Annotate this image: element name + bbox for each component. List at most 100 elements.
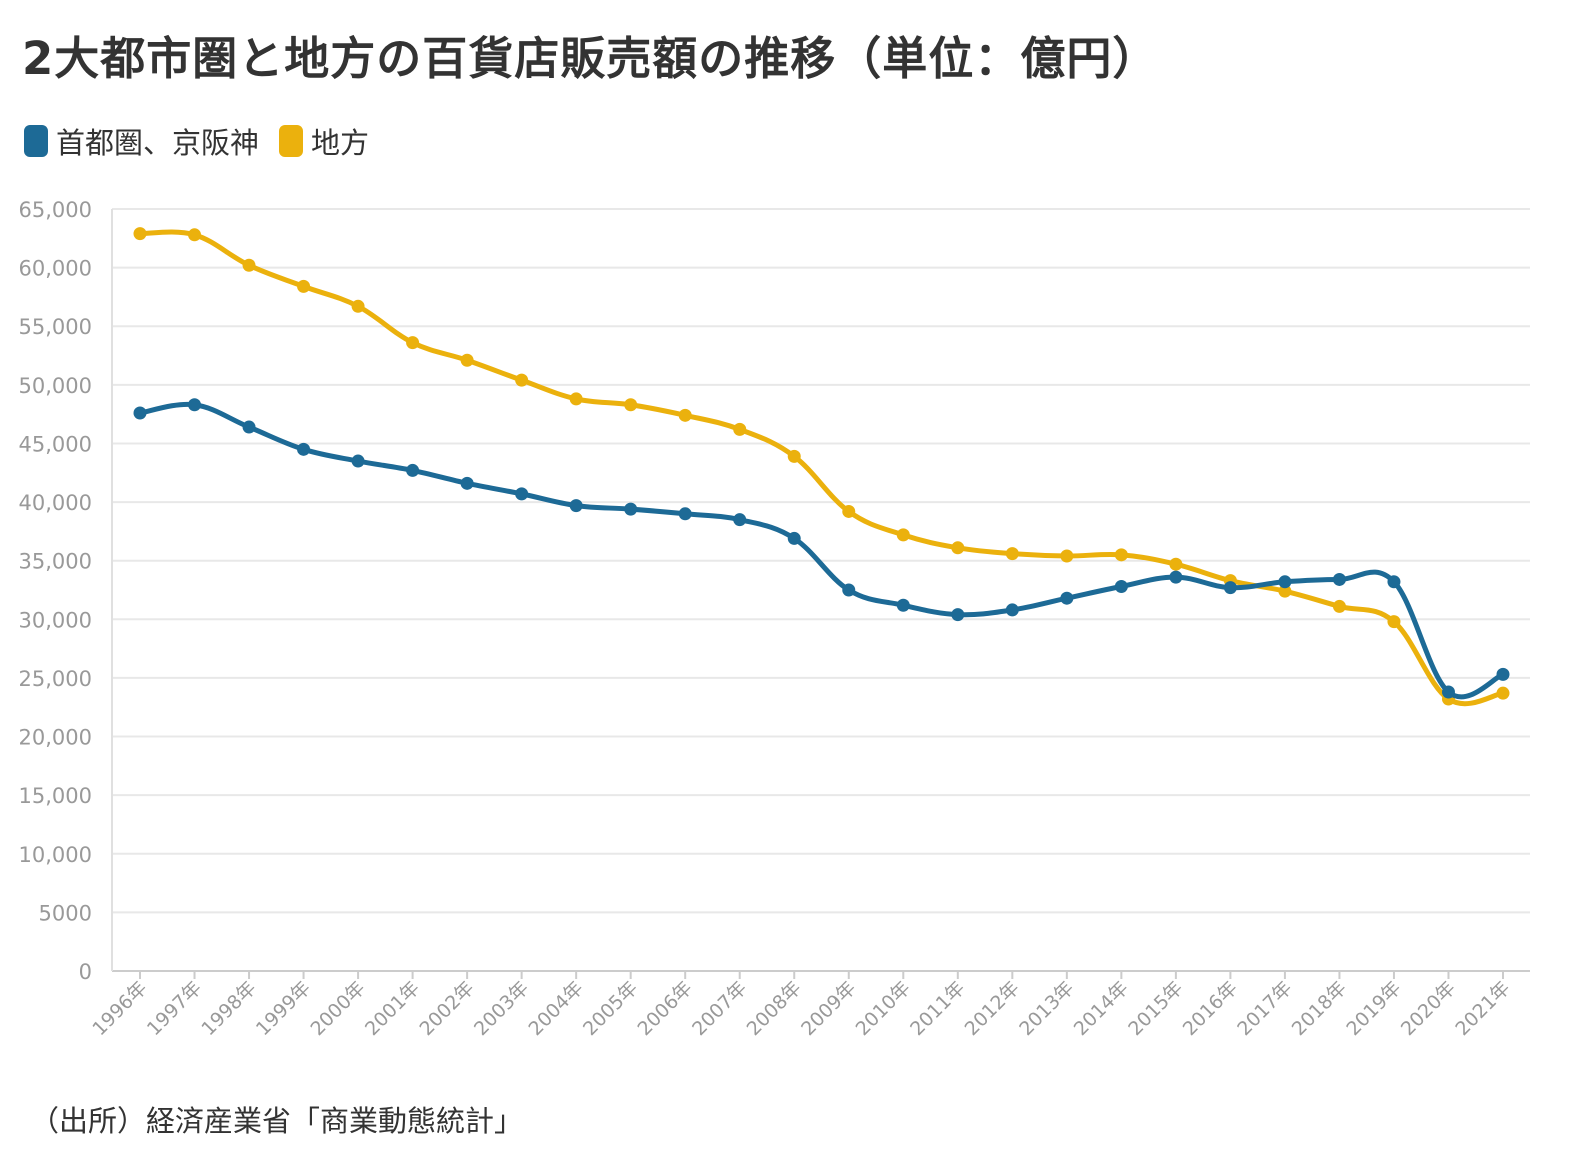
y-tick-label: 60,000 [19,257,92,281]
data-point-regional [787,449,801,463]
legend-item-regional[interactable]: 地方 [279,120,369,162]
x-tick-label: 2002年 [415,977,478,1040]
data-point-regional [515,373,529,387]
y-tick-label: 5000 [39,901,92,925]
y-tick-label: 50,000 [19,374,92,398]
data-point-regional [406,336,420,350]
data-point-regional [569,392,583,406]
x-tick-label: 2007年 [688,977,751,1040]
legend-label-metro: 首都圏、京阪神 [56,126,260,160]
data-point-regional [297,279,311,293]
x-tick-label: 2014年 [1070,977,1133,1040]
data-point-regional [351,299,365,313]
data-point-metro [1005,603,1019,617]
data-point-regional [1496,686,1510,700]
x-tick-label: 1996年 [88,977,151,1040]
data-point-metro [951,608,965,622]
x-tick-label: 2003年 [470,977,533,1040]
data-point-metro [569,499,583,513]
data-point-regional [188,228,202,242]
legend-swatch-metro [24,125,48,157]
data-point-regional [951,541,965,555]
data-point-metro [1114,579,1128,593]
data-point-regional [1060,549,1074,563]
x-tick-label: 2013年 [1015,977,1078,1040]
legend-swatch-regional [279,125,304,157]
data-point-regional [678,408,692,422]
x-tick-label: 2006年 [634,977,697,1040]
chart-title: 2大都市圏と地方の百貨店販売額の推移（単位：億円） [22,32,1159,85]
data-point-metro [406,463,420,477]
series-line-metro [137,401,1506,700]
data-point-metro [297,442,311,456]
data-point-metro [515,487,529,501]
data-point-metro [1278,575,1292,589]
x-tick-label: 2009年 [797,977,860,1040]
y-tick-label: 65,000 [19,198,92,222]
x-tick-label: 2004年 [525,977,588,1040]
x-tick-label: 2008年 [743,977,806,1040]
data-point-regional [1332,599,1346,613]
x-tick-label: 2019年 [1342,977,1405,1040]
data-point-regional [1387,615,1401,629]
data-point-regional [896,528,910,542]
data-point-regional [133,227,147,241]
data-point-metro [1332,572,1346,586]
data-point-regional [1278,584,1292,598]
x-tick-label: 1999年 [252,977,315,1040]
data-point-metro [351,454,365,468]
y-tick-label: 45,000 [19,432,92,456]
series-line-regional [137,229,1506,707]
data-point-metro [1496,667,1510,681]
data-point-metro [733,513,747,527]
legend-item-metro[interactable]: 首都圏、京阪神 [24,120,259,162]
x-tick-label: 2000年 [306,977,369,1040]
data-point-metro [460,476,474,490]
data-point-regional [1169,557,1183,571]
data-point-metro [1060,591,1074,605]
y-tick-label: 0 [79,960,92,984]
data-point-regional [242,258,256,272]
x-tick-label: 2017年 [1233,977,1296,1040]
data-point-metro [842,583,856,597]
data-point-regional [1005,547,1019,561]
data-point-metro [624,502,638,516]
y-tick-label: 10,000 [19,843,92,867]
data-point-regional [460,353,474,367]
x-tick-label: 1998年 [197,977,260,1040]
data-point-metro [787,531,801,545]
y-tick-label: 25,000 [19,667,92,691]
x-tick-label: 2005年 [579,977,642,1040]
chart-legend: 首都圏、京阪神 地方 [24,120,389,162]
x-tick-label: 2011年 [906,977,969,1040]
data-point-metro [896,598,910,612]
data-point-regional [1114,548,1128,562]
y-tick-label: 55,000 [19,315,92,339]
x-tick-label: 2021年 [1451,977,1514,1040]
y-tick-label: 30,000 [19,608,92,632]
y-tick-label: 15,000 [19,784,92,808]
data-point-regional [624,398,638,412]
x-tick-label: 2018年 [1288,977,1351,1040]
data-point-metro [678,507,692,521]
data-point-regional [733,422,747,436]
data-point-metro [188,398,202,412]
x-tick-label: 2010年 [852,977,915,1040]
line-chart: 0 5000 10,000 15,000 20,000 25,000 30,000 35,00… [19,198,1530,1040]
x-tick-label: 2015年 [1124,977,1187,1040]
data-point-metro [1441,685,1455,699]
legend-label-regional: 地方 [311,126,370,160]
data-point-metro [133,406,147,420]
data-point-metro [1169,570,1183,584]
x-tick-label: 2020年 [1397,977,1460,1040]
data-point-metro [242,420,256,434]
data-point-metro [1223,581,1237,595]
x-tick-label: 1997年 [143,977,206,1040]
x-tick-label: 2012年 [961,977,1024,1040]
source-note: （出所）経済産業省「商業動態統計」 [30,1104,524,1138]
x-tick-label: 2001年 [361,977,424,1040]
y-tick-label: 20,000 [19,726,92,750]
y-tick-label: 35,000 [19,550,92,574]
data-point-metro [1387,575,1401,589]
data-point-regional [842,504,856,518]
